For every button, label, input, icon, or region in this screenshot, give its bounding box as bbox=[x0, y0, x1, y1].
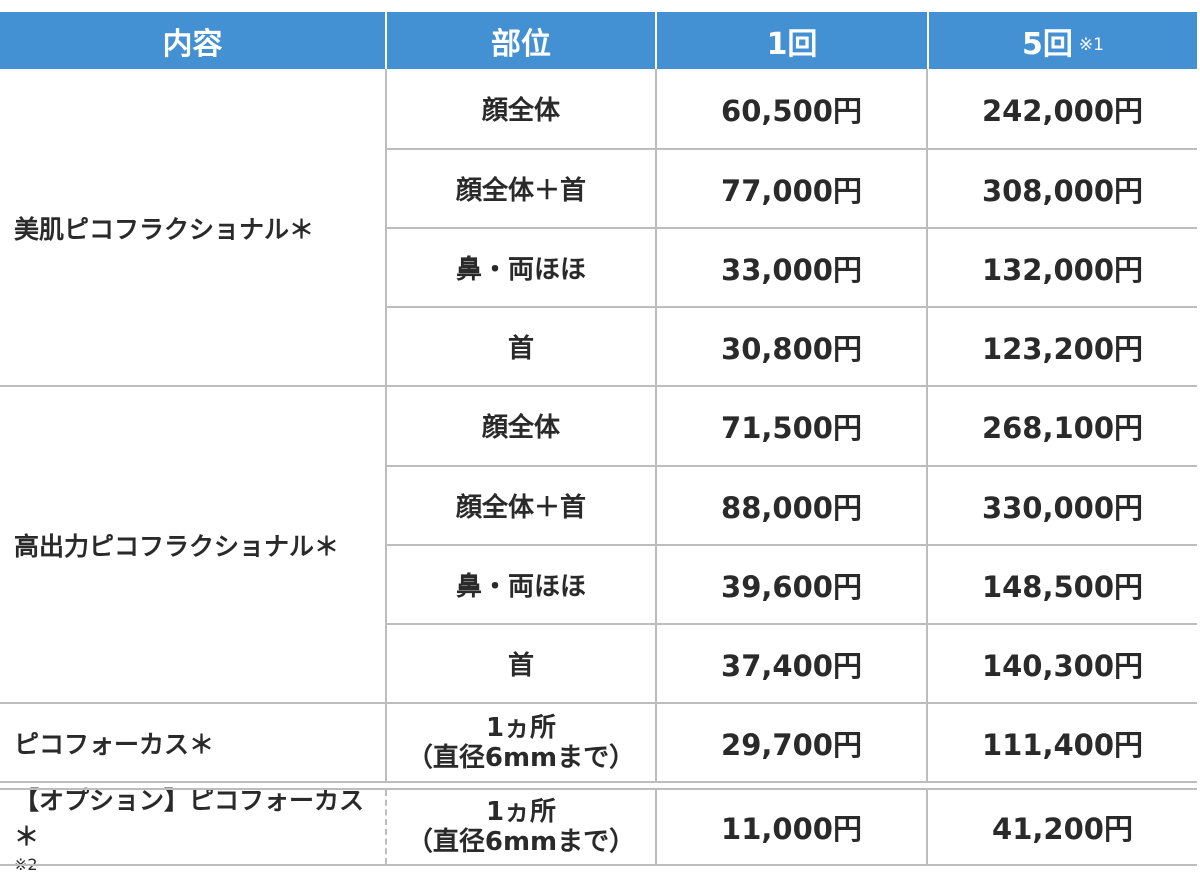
header-part: 部位 bbox=[387, 12, 655, 69]
divider bbox=[386, 544, 1197, 546]
row-once-price: 88,000円 bbox=[721, 490, 862, 525]
row-five-price: 330,000円 bbox=[981, 490, 1144, 525]
divider bbox=[0, 702, 1197, 704]
row-once-price: 37,400円 bbox=[721, 648, 862, 683]
row-five-price: 140,300円 bbox=[981, 648, 1144, 683]
row-part: 首 bbox=[507, 651, 534, 681]
row-five-price: 148,500円 bbox=[981, 569, 1144, 604]
row-five-price: 242,000円 bbox=[981, 93, 1144, 128]
divider bbox=[0, 385, 1197, 387]
header-five-note: ※1 bbox=[1078, 34, 1104, 55]
row-once-price: 11,000円 bbox=[721, 812, 862, 846]
header-content: 内容 bbox=[0, 12, 385, 69]
group-name-2: 高出力ピコフラクショナル＊ bbox=[14, 531, 340, 561]
row-part: 鼻・両ほほ bbox=[455, 572, 586, 602]
row-part: 顔全体 bbox=[481, 413, 560, 443]
row-once-price: 39,600円 bbox=[721, 569, 862, 604]
divider bbox=[385, 790, 387, 864]
row-part: 1ヵ所 （直径6mmまで） bbox=[387, 703, 655, 782]
divider bbox=[386, 465, 1197, 467]
divider bbox=[926, 69, 928, 782]
row-part-line1: 1ヵ所 bbox=[485, 712, 557, 743]
row-five-price: 132,000円 bbox=[981, 252, 1144, 287]
row-part: 顔全体＋首 bbox=[455, 493, 586, 523]
row-part: 鼻・両ほほ bbox=[455, 255, 586, 285]
divider bbox=[926, 790, 928, 864]
table-header: 内容 部位 1回 5回 ※1 bbox=[0, 12, 1197, 69]
row-once-price: 71,500円 bbox=[721, 410, 862, 445]
row-part: 顔全体＋首 bbox=[455, 176, 586, 206]
group-name-1: 美肌ピコフラクショナル＊ bbox=[14, 214, 315, 244]
row-five-price: 111,400円 bbox=[981, 727, 1144, 762]
row-part-line1: 1ヵ所 bbox=[485, 797, 557, 827]
row-once-price: 77,000円 bbox=[721, 173, 862, 208]
divider bbox=[0, 864, 1197, 866]
row-once-price: 30,800円 bbox=[721, 331, 862, 366]
option-name: 【オプション】ピコフォーカス＊ bbox=[14, 785, 365, 851]
divider bbox=[0, 788, 1197, 790]
row-part: 首 bbox=[507, 334, 534, 364]
row-part-line2: （直径6mmまで） bbox=[406, 827, 636, 857]
row-once-price: 33,000円 bbox=[721, 252, 862, 287]
row-once-price: 60,500円 bbox=[721, 93, 862, 128]
divider bbox=[655, 790, 657, 864]
divider bbox=[655, 69, 657, 782]
row-five-price: 123,200円 bbox=[981, 331, 1144, 366]
header-five: 5回 ※1 bbox=[929, 12, 1197, 69]
group-name-4: 【オプション】ピコフォーカス＊ ※2 bbox=[0, 786, 386, 874]
row-five-price: 41,200円 bbox=[992, 812, 1133, 846]
row-five-price: 268,100円 bbox=[981, 410, 1144, 445]
divider bbox=[386, 227, 1197, 229]
divider bbox=[386, 306, 1197, 308]
row-part-line2: （直径6mmまで） bbox=[406, 742, 636, 773]
header-once: 1回 bbox=[657, 12, 927, 69]
divider bbox=[385, 69, 387, 782]
divider bbox=[386, 148, 1197, 150]
row-part: 1ヵ所 （直径6mmまで） bbox=[387, 790, 655, 864]
row-five-price: 308,000円 bbox=[981, 173, 1144, 208]
divider bbox=[0, 781, 1197, 783]
group-name-3: ピコフォーカス＊ bbox=[14, 729, 215, 759]
row-once-price: 29,700円 bbox=[721, 727, 862, 762]
divider bbox=[386, 623, 1197, 625]
row-part: 顔全体 bbox=[481, 96, 560, 126]
